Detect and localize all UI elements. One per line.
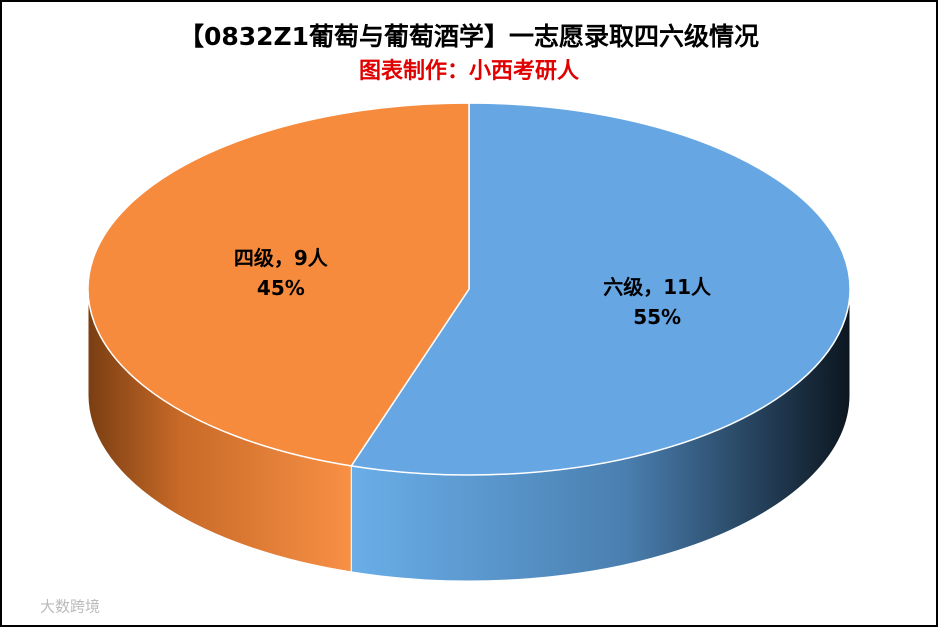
data-label: 六级，11人 — [603, 275, 712, 299]
chart-title: 【0832Z1葡萄与葡萄酒学】一志愿录取四六级情况 — [179, 22, 759, 51]
data-label: 四级，9人 — [234, 246, 329, 270]
slice — [349, 102, 851, 476]
percent-label: 55% — [633, 305, 681, 329]
percent-label: 45% — [257, 276, 305, 300]
slice — [87, 102, 470, 467]
chart-subtitle: 图表制作：小西考研人 — [359, 59, 579, 84]
pie: 六级，11人 55% 四级，9人 45% — [87, 102, 851, 582]
watermark: 大数跨境 — [40, 598, 100, 616]
